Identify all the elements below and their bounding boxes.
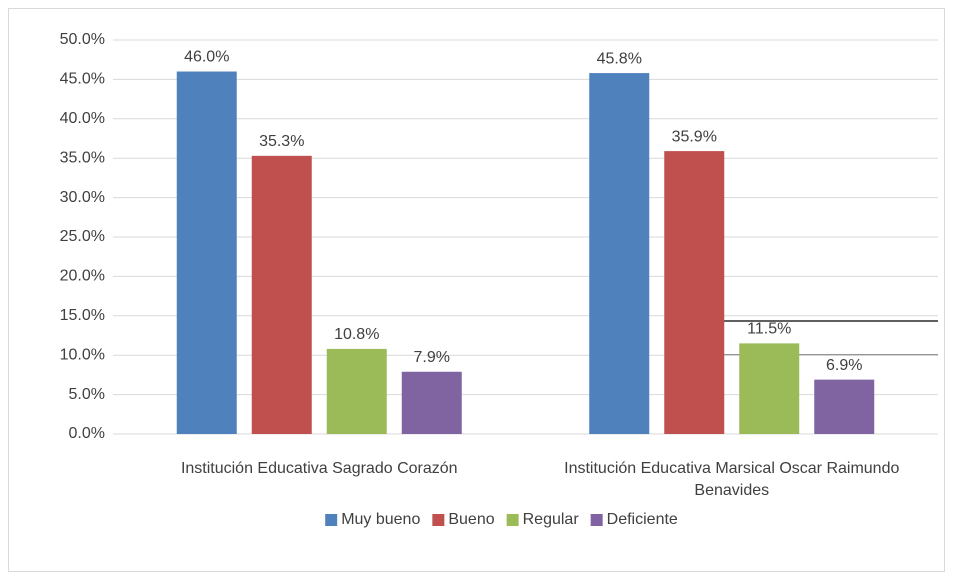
y-tick-label: 25.0% <box>60 228 105 245</box>
y-tick-label: 20.0% <box>60 268 105 285</box>
legend-label: Deficiente <box>607 511 678 528</box>
data-label: 11.5% <box>747 321 791 338</box>
y-tick-label: 5.0% <box>69 386 105 403</box>
data-label: 35.3% <box>259 133 304 150</box>
data-label: 35.9% <box>672 128 717 145</box>
x-tick-label-box: Institución Educativa Marsical Oscar Rai… <box>564 460 900 499</box>
legend-swatch <box>432 514 445 526</box>
bar <box>251 155 312 434</box>
legend-label: Muy bueno <box>341 511 420 528</box>
data-label: 6.9% <box>826 357 862 374</box>
data-label: 7.9% <box>414 349 450 366</box>
x-tick-label: Institución Educativa Marsical Oscar Rai… <box>564 460 900 499</box>
y-tick-label: 30.0% <box>60 189 105 206</box>
legend-swatch <box>590 514 603 526</box>
x-tick-label: Institución Educativa Sagrado Corazón <box>180 460 458 477</box>
legend-swatch <box>506 514 519 526</box>
bar <box>176 71 237 435</box>
data-label: 45.8% <box>597 50 642 67</box>
legend-label: Regular <box>523 511 580 528</box>
y-tick-label: 15.0% <box>60 307 105 324</box>
chart-border <box>8 8 945 572</box>
x-tick-label-box: Institución Educativa Sagrado Corazón <box>180 460 458 477</box>
y-tick-label: 50.0% <box>60 31 105 48</box>
legend-label: Bueno <box>448 511 494 528</box>
bar <box>401 371 462 434</box>
bar <box>664 151 725 434</box>
y-tick-label: 35.0% <box>60 149 105 166</box>
bar <box>589 73 650 434</box>
y-tick-label: 0.0% <box>69 425 105 442</box>
data-label: 46.0% <box>184 49 229 66</box>
y-tick-label: 10.0% <box>60 346 105 363</box>
bar <box>739 343 800 434</box>
data-label: 10.8% <box>334 326 379 343</box>
legend-swatch <box>325 514 338 526</box>
bar <box>814 379 875 434</box>
bar <box>326 348 387 434</box>
y-tick-label: 40.0% <box>60 110 105 127</box>
y-tick-label: 45.0% <box>60 71 105 88</box>
